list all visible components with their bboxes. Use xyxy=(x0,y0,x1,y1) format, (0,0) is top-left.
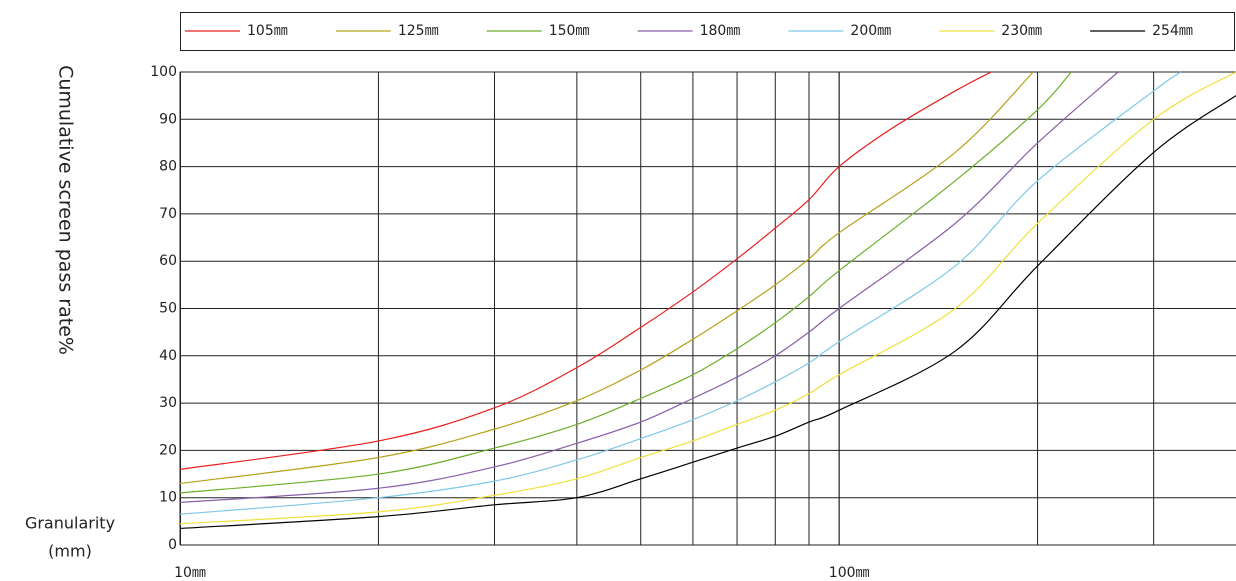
y-tick-label: 50 xyxy=(159,301,177,317)
y-tick-label: 10 xyxy=(159,490,177,506)
x-tick-label: 100㎜ xyxy=(829,565,870,581)
y-tick-label: 60 xyxy=(159,253,177,269)
y-tick-label: 100 xyxy=(150,64,177,80)
y-tick-label: 30 xyxy=(159,395,177,411)
legend-label: 200㎜ xyxy=(850,23,891,39)
x-axis-label: (mm) xyxy=(48,542,92,561)
x-axis-label: Granularity xyxy=(25,514,115,533)
legend-label: 125㎜ xyxy=(398,23,439,39)
series-line xyxy=(179,71,1072,494)
y-tick-label: 70 xyxy=(159,206,177,222)
y-tick-label: 90 xyxy=(159,111,177,127)
series-line xyxy=(179,71,1182,515)
series-line xyxy=(179,71,992,470)
y-tick-label: 40 xyxy=(159,348,177,364)
series-line xyxy=(179,71,1034,485)
series-line xyxy=(179,71,1236,525)
y-axis-label: Cumulative screen pass rate% xyxy=(55,65,77,355)
legend-label: 105㎜ xyxy=(247,23,288,39)
series-line xyxy=(179,95,1236,530)
x-tick-label: 10㎜ xyxy=(174,565,206,581)
y-tick-label: 0 xyxy=(168,537,177,553)
legend-box xyxy=(180,12,1235,51)
legend-label: 254㎜ xyxy=(1152,23,1193,39)
legend-label: 150㎜ xyxy=(549,23,590,39)
legend-label: 230㎜ xyxy=(1001,23,1042,39)
legend-label: 180㎜ xyxy=(700,23,741,39)
series-line xyxy=(179,71,1119,504)
y-tick-label: 80 xyxy=(159,159,177,175)
y-tick-label: 20 xyxy=(159,442,177,458)
